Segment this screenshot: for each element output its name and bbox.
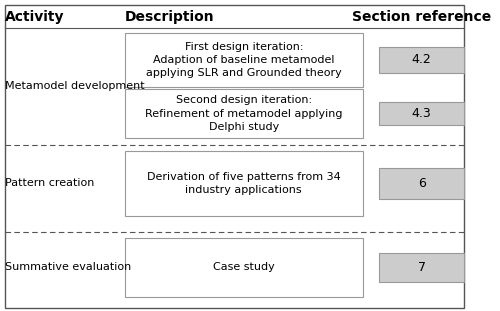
Text: Description: Description — [125, 10, 214, 24]
Text: First design iteration:
Adaption of baseline metamodel
applying SLR and Grounded: First design iteration: Adaption of base… — [146, 42, 342, 78]
FancyBboxPatch shape — [379, 168, 464, 199]
FancyBboxPatch shape — [379, 102, 464, 125]
Text: 4.2: 4.2 — [412, 53, 432, 66]
Text: Derivation of five patterns from 34
industry applications: Derivation of five patterns from 34 indu… — [147, 172, 340, 195]
Text: Second design iteration:
Refinement of metamodel applying
Delphi study: Second design iteration: Refinement of m… — [145, 95, 342, 132]
Text: Pattern creation: Pattern creation — [4, 179, 94, 188]
Text: Metamodel development: Metamodel development — [4, 81, 144, 91]
Text: 6: 6 — [418, 177, 426, 190]
FancyBboxPatch shape — [379, 47, 464, 73]
Text: 7: 7 — [418, 261, 426, 274]
Text: 4.3: 4.3 — [412, 107, 432, 120]
Text: Activity: Activity — [4, 10, 64, 24]
FancyBboxPatch shape — [125, 238, 362, 297]
FancyBboxPatch shape — [125, 89, 362, 138]
FancyBboxPatch shape — [125, 33, 362, 87]
FancyBboxPatch shape — [379, 253, 464, 282]
Text: Case study: Case study — [213, 262, 274, 272]
Text: Section reference: Section reference — [352, 10, 491, 24]
FancyBboxPatch shape — [125, 151, 362, 216]
Text: Summative evaluation: Summative evaluation — [4, 262, 131, 272]
